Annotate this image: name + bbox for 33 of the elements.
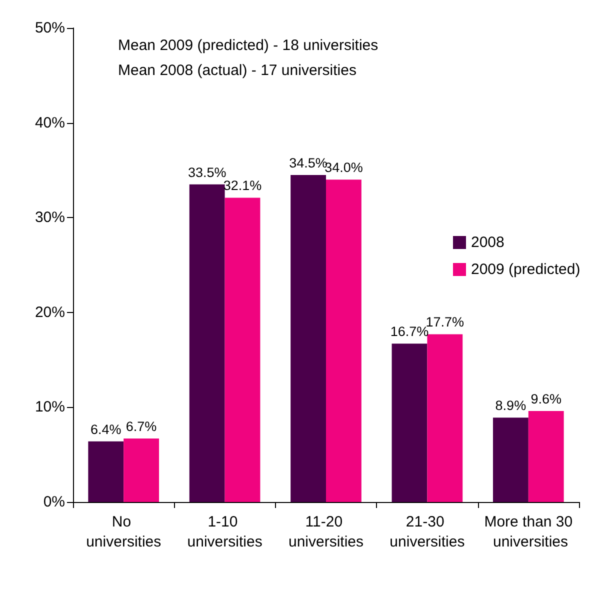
- annotation: Mean 2009 (predicted) - 18 universities: [118, 37, 378, 54]
- data-label: 34.5%: [289, 155, 328, 170]
- legend-label: 2008: [471, 234, 504, 251]
- bar: [88, 441, 124, 502]
- bar: [224, 198, 260, 502]
- y-tick-label: 20%: [34, 304, 65, 321]
- x-tick-label: 1-10 universities: [187, 514, 262, 550]
- annotation: Mean 2008 (actual) - 17 universities: [118, 62, 356, 79]
- data-label: 8.9%: [495, 398, 526, 414]
- bar: [290, 174, 326, 502]
- data-label: 32.1%: [223, 178, 262, 194]
- y-tick-label: 30%: [34, 209, 65, 226]
- y-tick-label: 10%: [34, 398, 65, 416]
- y-tick-label: 50%: [34, 20, 65, 36]
- y-tick-label: 0%: [43, 494, 65, 510]
- x-tick-label: 11-20 universities: [288, 514, 364, 550]
- data-label: 6.4%: [90, 422, 122, 437]
- x-tick-label: More than 30 universities: [484, 514, 573, 550]
- bar: [427, 334, 463, 502]
- data-label: 33.5%: [188, 164, 226, 180]
- y-tick-label: 40%: [34, 114, 65, 132]
- data-label: 9.6%: [530, 391, 562, 406]
- x-tick-label: 21-30 universities: [390, 514, 465, 550]
- x-tick-label: No universities: [86, 514, 162, 550]
- bar: [392, 344, 428, 502]
- bar: [326, 180, 362, 502]
- bar: [189, 184, 225, 502]
- data-label: 6.7%: [126, 418, 157, 434]
- bar: [528, 410, 564, 502]
- bar: [492, 418, 528, 502]
- legend-label: 2009 (predicted): [471, 261, 580, 278]
- bar: [124, 438, 160, 502]
- data-label: 34.0%: [324, 160, 363, 176]
